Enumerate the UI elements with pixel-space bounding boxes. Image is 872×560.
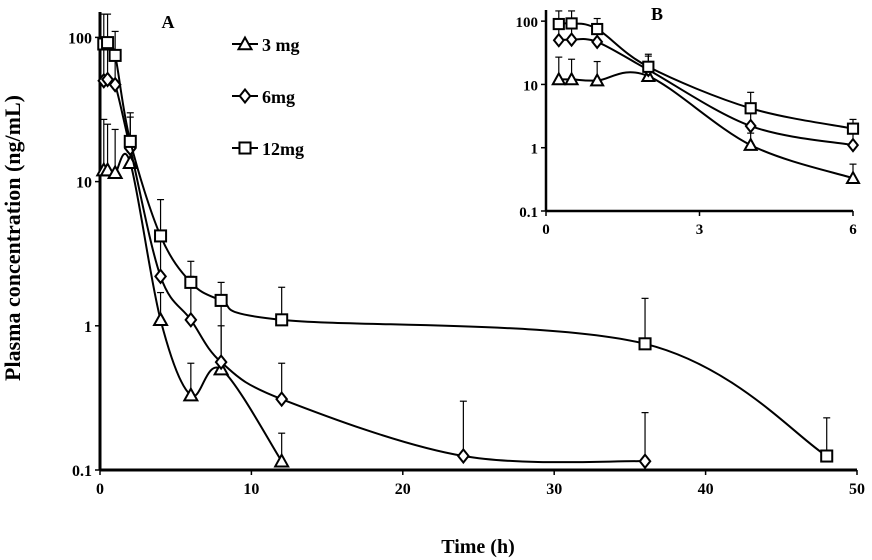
panel-a-y-tick-label: 10 xyxy=(76,175,92,192)
y-axis-title: Plasma concentration (ng/mL) xyxy=(0,95,25,381)
panel-a-data-point xyxy=(108,76,122,93)
panel-a-data-point xyxy=(214,354,228,371)
panel-a-x-tick-label: 10 xyxy=(243,481,259,498)
panel-b-data-point xyxy=(642,60,655,73)
panel-b-data-point xyxy=(589,72,605,87)
legend-marker-diamond xyxy=(238,87,252,105)
panel-a-x-tick-label: 20 xyxy=(395,481,411,498)
panel-b-data-point xyxy=(845,170,861,184)
panel-b-series-square xyxy=(552,10,860,135)
legend-marker-triangle xyxy=(236,35,254,51)
panel-a-data-point xyxy=(456,447,470,465)
panel-a-series-line xyxy=(103,152,283,462)
panel-b-data-point xyxy=(563,71,580,86)
panel-a-x-tick-label: 0 xyxy=(96,481,104,498)
x-axis-title: Time (h) xyxy=(441,536,515,558)
panel-a-y-tick-label: 1 xyxy=(84,319,92,336)
panel-a-data-point xyxy=(638,453,652,470)
legend-label: 12mg xyxy=(262,139,304,159)
panel-a-data-point xyxy=(101,36,115,50)
legend-label: 6mg xyxy=(262,87,295,107)
panel-b-series-triangle xyxy=(551,56,861,184)
panel-b-series-line xyxy=(558,22,854,130)
panel-b-data-point xyxy=(591,22,604,36)
panel-a-data-point xyxy=(108,48,122,62)
panel-b-data-point xyxy=(591,34,604,50)
panel-b-y-tick-label: 10 xyxy=(523,78,538,94)
panel-a-data-point xyxy=(154,268,168,285)
panel-b-data-point xyxy=(846,122,860,135)
panel-a-x-tick-label: 50 xyxy=(849,481,865,498)
panel-b-y-tick-label: 1 xyxy=(531,142,539,158)
panel-a-series-square xyxy=(97,13,834,463)
panel-b-y-tick-label: 0.1 xyxy=(519,205,538,221)
panel-a-y-tick-label: 0.1 xyxy=(72,463,92,480)
panel-a-data-point xyxy=(106,164,124,180)
panel-a-data-point xyxy=(152,311,169,327)
panel-b-data-point xyxy=(551,71,567,86)
panel-a-data-point xyxy=(214,293,228,307)
panel-b-x-tick-label: 0 xyxy=(542,222,550,238)
panel-a-series-diamond xyxy=(97,36,652,470)
panel-b-label: B xyxy=(651,4,663,24)
panel-b-data-point xyxy=(565,17,578,30)
panel-b-series-line xyxy=(558,71,854,180)
panel-b-data-point xyxy=(744,102,757,115)
panel-a-data-point xyxy=(273,452,290,468)
panel-a-data-point xyxy=(275,313,289,327)
panel-b-data-point xyxy=(552,32,565,48)
panel-b-data-point xyxy=(552,17,565,31)
panel-b-inset: B 0.1 1 10 100 0 3 6 xyxy=(516,4,861,238)
panel-a-y-tick-label: 100 xyxy=(68,30,92,47)
panel-a-x-tick-label: 30 xyxy=(546,481,562,498)
legend-marker-square xyxy=(238,141,252,155)
panel-a-data-point xyxy=(123,134,137,148)
panel-b-data-point xyxy=(744,118,757,134)
panel-b-data-point xyxy=(742,137,759,151)
panel-a-data-point xyxy=(184,311,198,328)
panel-a-label: A xyxy=(162,12,175,32)
panel-a: A Time (h) Plasma concentration (ng/mL) … xyxy=(0,12,865,558)
panel-a-x-tick-label: 40 xyxy=(698,481,714,498)
panel-a-data-point xyxy=(820,449,834,463)
panel-a-series-triangle xyxy=(95,118,290,468)
panel-a-data-point xyxy=(182,386,200,402)
panel-a-data-point xyxy=(184,275,198,289)
panel-b-y-tick-label: 100 xyxy=(516,15,539,31)
panel-a-series-line xyxy=(103,41,828,457)
legend-label: 3 mg xyxy=(262,35,300,55)
panel-b-data-point xyxy=(846,137,860,153)
panel-b-x-tick-label: 3 xyxy=(696,222,704,238)
panel-a-data-point xyxy=(275,391,289,408)
legend: 3 mg 6mg 12mg xyxy=(232,35,304,159)
panel-a-series-line xyxy=(103,77,646,464)
panel-a-data-point xyxy=(154,229,168,243)
panel-b-x-tick-label: 6 xyxy=(849,222,857,238)
panel-a-data-point xyxy=(638,337,652,351)
panel-b-data-point xyxy=(565,32,578,48)
